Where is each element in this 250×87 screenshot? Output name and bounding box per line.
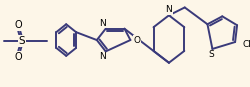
Text: N: N [98,52,105,61]
Text: N: N [165,5,172,14]
Text: N: N [98,19,105,28]
Text: O: O [133,36,140,45]
Text: O: O [14,52,22,62]
Text: O: O [14,20,22,30]
Text: S: S [208,50,214,59]
Text: S: S [18,36,25,46]
Text: Cl: Cl [242,40,250,50]
